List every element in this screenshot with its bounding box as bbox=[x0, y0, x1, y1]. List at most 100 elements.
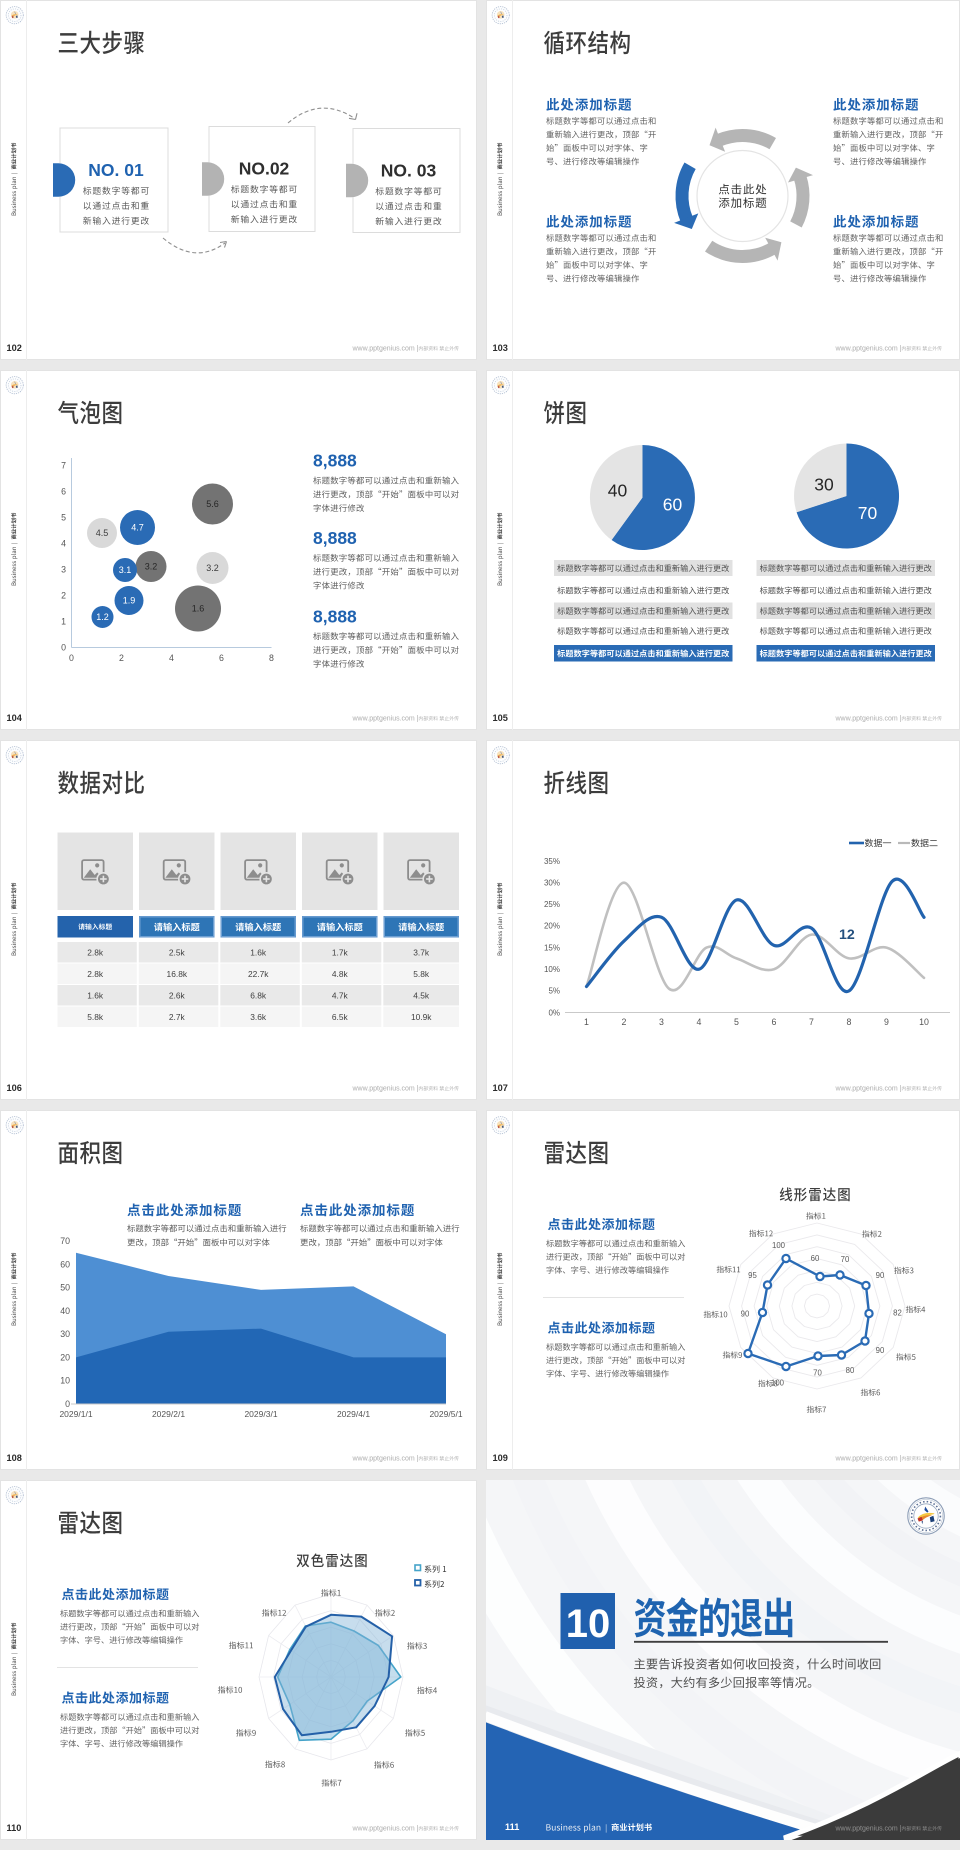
svg-text:80: 80 bbox=[846, 1366, 855, 1375]
svg-text:6: 6 bbox=[219, 653, 224, 663]
svg-text:www.pptgenius.com |: www.pptgenius.com | bbox=[352, 346, 419, 353]
svg-text:7: 7 bbox=[809, 1017, 814, 1027]
svg-text:NO. 03: NO. 03 bbox=[381, 161, 437, 181]
svg-text:1.6k: 1.6k bbox=[87, 991, 104, 1001]
svg-text:100: 100 bbox=[771, 1378, 785, 1387]
svg-text:70: 70 bbox=[858, 503, 878, 523]
svg-text:www.pptgenius.com |: www.pptgenius.com | bbox=[835, 1086, 902, 1093]
svg-text:10: 10 bbox=[566, 1602, 611, 1646]
svg-text:110: 110 bbox=[7, 1823, 22, 1833]
svg-text:90: 90 bbox=[741, 1309, 750, 1318]
svg-text:2029/2/1: 2029/2/1 bbox=[152, 1409, 185, 1419]
svg-text:3.6k: 3.6k bbox=[250, 1012, 267, 1022]
svg-text:1.6k: 1.6k bbox=[250, 948, 267, 958]
svg-text:103: 103 bbox=[493, 343, 508, 353]
svg-text:6.8k: 6.8k bbox=[250, 991, 267, 1001]
svg-text:3.2: 3.2 bbox=[145, 562, 158, 572]
svg-text:2029/1/1: 2029/1/1 bbox=[59, 1409, 92, 1419]
svg-text:8: 8 bbox=[847, 1017, 852, 1027]
svg-text:4: 4 bbox=[697, 1017, 702, 1027]
svg-text:0: 0 bbox=[65, 1399, 70, 1409]
svg-text:1.6: 1.6 bbox=[192, 604, 205, 614]
svg-text:www.pptgenius.com |: www.pptgenius.com | bbox=[835, 1456, 902, 1463]
svg-text:90: 90 bbox=[876, 1346, 885, 1355]
svg-text:70: 70 bbox=[60, 1236, 70, 1246]
svg-text:106: 106 bbox=[7, 1083, 22, 1093]
svg-text:www.pptgenius.com |: www.pptgenius.com | bbox=[352, 1826, 419, 1833]
svg-text:111: 111 bbox=[505, 1822, 519, 1832]
svg-text:6: 6 bbox=[61, 487, 66, 497]
svg-text:4.5k: 4.5k bbox=[413, 991, 430, 1001]
svg-text:1: 1 bbox=[61, 617, 66, 627]
svg-text:0%: 0% bbox=[548, 1008, 560, 1017]
svg-text:30: 30 bbox=[60, 1329, 70, 1339]
svg-text:90: 90 bbox=[876, 1271, 885, 1280]
svg-text:70: 70 bbox=[813, 1368, 822, 1377]
svg-text:9: 9 bbox=[884, 1017, 889, 1027]
svg-text:www.pptgenius.com |: www.pptgenius.com | bbox=[835, 346, 902, 353]
svg-text:35%: 35% bbox=[544, 857, 560, 866]
svg-text:102: 102 bbox=[7, 343, 22, 353]
svg-text:2.8k: 2.8k bbox=[87, 969, 104, 979]
svg-text:20%: 20% bbox=[544, 922, 560, 931]
svg-text:8,888: 8,888 bbox=[313, 528, 357, 548]
svg-text:4.7k: 4.7k bbox=[332, 991, 349, 1001]
svg-text:8: 8 bbox=[269, 653, 274, 663]
svg-text:10: 10 bbox=[919, 1017, 929, 1027]
svg-text:2.7k: 2.7k bbox=[169, 1012, 186, 1022]
svg-text:100: 100 bbox=[772, 1241, 786, 1250]
svg-text:30: 30 bbox=[814, 475, 834, 495]
svg-text:25%: 25% bbox=[544, 900, 560, 909]
svg-text:82: 82 bbox=[893, 1308, 902, 1317]
svg-text:8,888: 8,888 bbox=[313, 451, 357, 471]
svg-text:5.8k: 5.8k bbox=[413, 969, 430, 979]
svg-text:www.pptgenius.com |: www.pptgenius.com | bbox=[352, 716, 419, 723]
svg-text:10%: 10% bbox=[544, 965, 560, 974]
svg-text:2.6k: 2.6k bbox=[169, 991, 186, 1001]
svg-text:70: 70 bbox=[841, 1255, 850, 1264]
svg-text:95: 95 bbox=[748, 1271, 757, 1280]
svg-text:2: 2 bbox=[622, 1017, 627, 1027]
svg-text:6.5k: 6.5k bbox=[332, 1012, 349, 1022]
svg-text:60: 60 bbox=[60, 1259, 70, 1269]
svg-text:107: 107 bbox=[493, 1083, 508, 1093]
svg-text:www.pptgenius.com |: www.pptgenius.com | bbox=[835, 716, 902, 723]
svg-text:15%: 15% bbox=[544, 943, 560, 952]
svg-text:1.7k: 1.7k bbox=[332, 948, 349, 958]
svg-text:1: 1 bbox=[584, 1017, 589, 1027]
svg-text:2029/4/1: 2029/4/1 bbox=[337, 1409, 370, 1419]
svg-text:3.1: 3.1 bbox=[119, 565, 132, 575]
svg-text:3.2: 3.2 bbox=[206, 563, 219, 573]
svg-text:3.7k: 3.7k bbox=[413, 948, 430, 958]
svg-text:www.pptgenius.com |: www.pptgenius.com | bbox=[352, 1456, 419, 1463]
svg-text:1.9: 1.9 bbox=[123, 596, 136, 606]
svg-text:3: 3 bbox=[61, 565, 66, 575]
svg-text:5%: 5% bbox=[548, 987, 560, 996]
svg-text:www.pptgenius.com |: www.pptgenius.com | bbox=[352, 1086, 419, 1093]
svg-text:2029/5/1: 2029/5/1 bbox=[429, 1409, 462, 1419]
svg-text:www.pptgenius.com |: www.pptgenius.com | bbox=[835, 1826, 902, 1833]
svg-text:22.7k: 22.7k bbox=[248, 969, 269, 979]
svg-text:5: 5 bbox=[734, 1017, 739, 1027]
svg-text:16.8k: 16.8k bbox=[167, 969, 188, 979]
svg-text:30%: 30% bbox=[544, 879, 560, 888]
svg-text:5.6: 5.6 bbox=[206, 499, 219, 509]
svg-text:2029/3/1: 2029/3/1 bbox=[244, 1409, 277, 1419]
svg-text:0: 0 bbox=[61, 643, 66, 653]
svg-text:NO. 01: NO. 01 bbox=[88, 160, 144, 180]
svg-text:105: 105 bbox=[493, 713, 508, 723]
svg-text:4: 4 bbox=[61, 539, 66, 549]
svg-text:40: 40 bbox=[60, 1306, 70, 1316]
svg-text:60: 60 bbox=[811, 1254, 820, 1263]
svg-text:40: 40 bbox=[608, 481, 628, 501]
svg-text:20: 20 bbox=[60, 1352, 70, 1362]
svg-text:2: 2 bbox=[61, 591, 66, 601]
svg-text:4.7: 4.7 bbox=[131, 523, 144, 533]
svg-text:4.8k: 4.8k bbox=[332, 969, 349, 979]
svg-text:10.9k: 10.9k bbox=[411, 1012, 432, 1022]
svg-text:104: 104 bbox=[7, 713, 23, 723]
svg-text:0: 0 bbox=[69, 653, 74, 663]
svg-text:8,888: 8,888 bbox=[313, 606, 357, 626]
svg-text:6: 6 bbox=[772, 1017, 777, 1027]
svg-text:2: 2 bbox=[119, 653, 124, 663]
